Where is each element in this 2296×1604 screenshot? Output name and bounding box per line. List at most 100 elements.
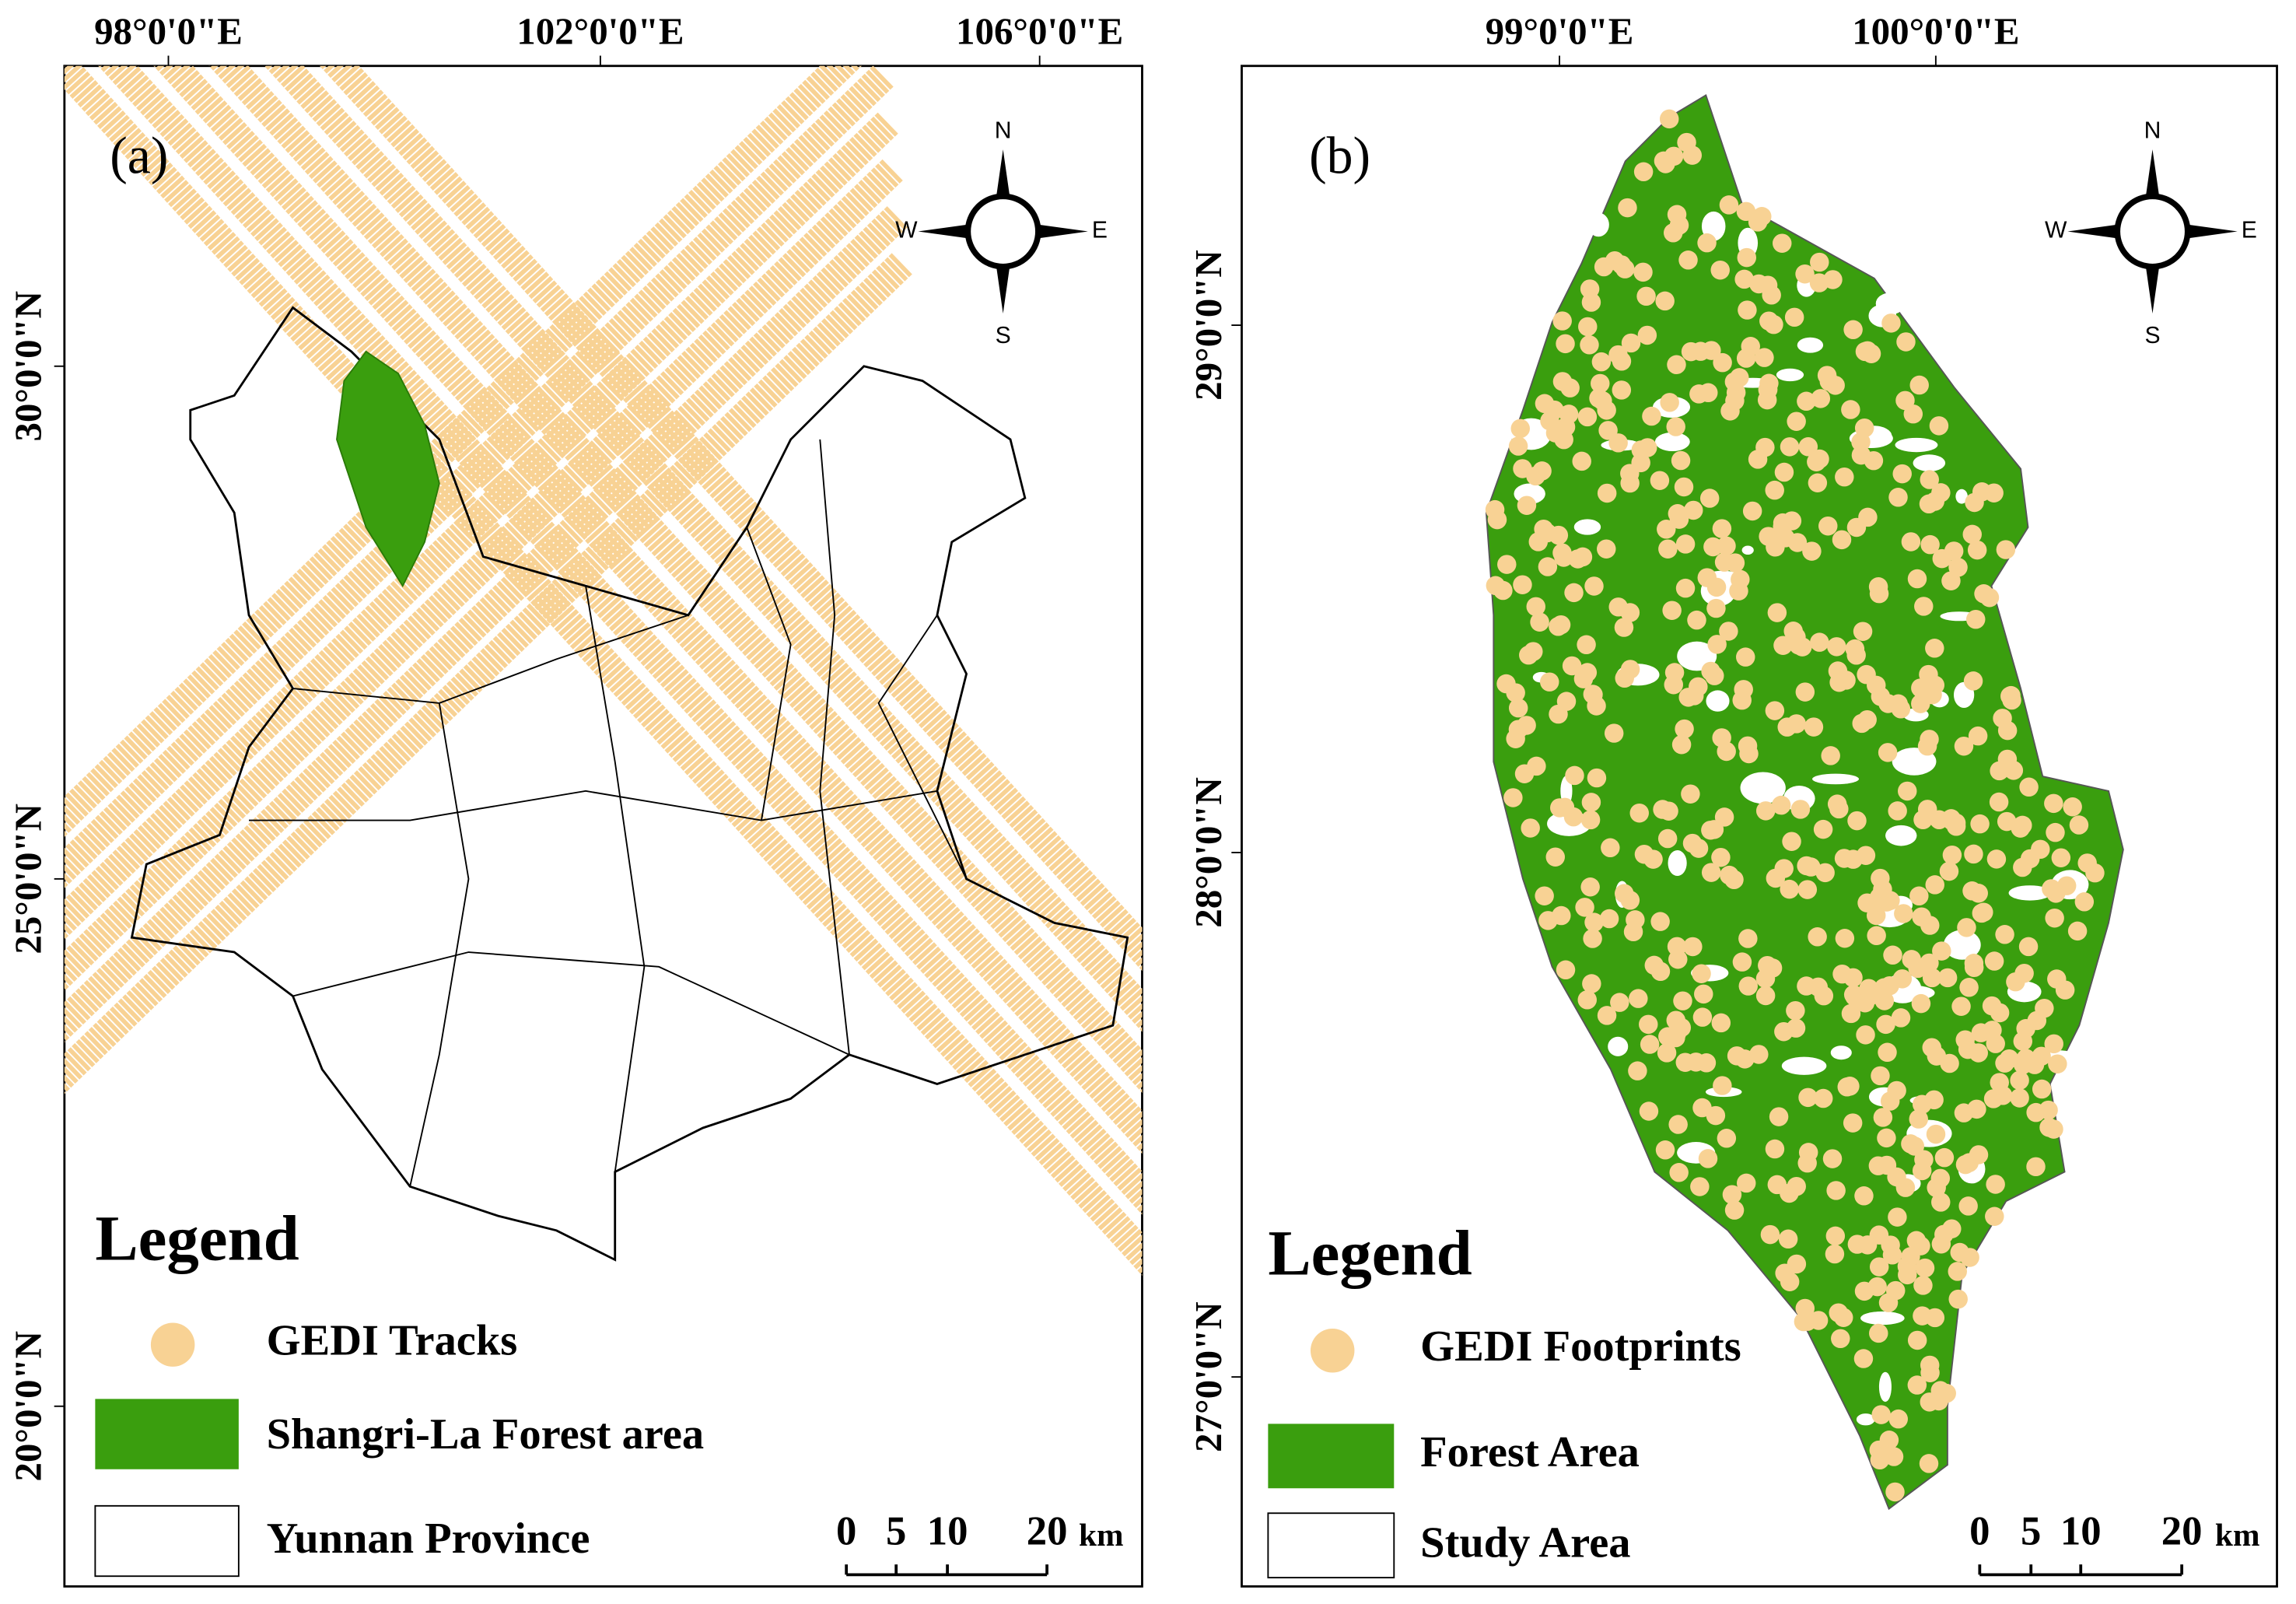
legend-symbol <box>1310 1328 1355 1373</box>
gedi-footprint <box>1741 337 1760 356</box>
latitude-label: 20°0'0"N <box>7 1331 50 1482</box>
gedi-footprint <box>1937 968 1958 988</box>
gedi-footprint <box>1932 941 1951 961</box>
gedi-footprint <box>2013 857 2032 877</box>
gedi-footprint <box>1712 519 1732 538</box>
gedi-footprint <box>1612 352 1632 371</box>
gedi-footprint <box>1554 548 1573 567</box>
non-forest-patch <box>1776 368 1804 382</box>
gedi-footprint <box>1827 637 1846 657</box>
gedi-footprint <box>1556 692 1577 711</box>
gedi-footprint <box>1780 1272 1800 1291</box>
gedi-footprint <box>1735 1049 1755 1069</box>
gedi-footprint <box>2074 892 2095 912</box>
gedi-footprint <box>1767 603 1787 622</box>
gedi-footprint <box>1692 1007 1713 1027</box>
gedi-footprint <box>1684 500 1703 520</box>
non-forest-patch <box>2008 885 2052 901</box>
gedi-footprint <box>1922 1038 1941 1057</box>
gedi-footprint <box>1666 417 1685 436</box>
gedi-footprint <box>1732 952 1752 972</box>
gedi-footprint <box>1660 393 1679 412</box>
scale-label: 20 <box>2161 1509 2203 1554</box>
district-boundary <box>292 615 689 704</box>
legend-symbol <box>94 1504 240 1578</box>
gedi-footprint <box>1575 898 1594 917</box>
panel-label: (a) <box>110 127 168 185</box>
longitude-label: 99°0'0"E <box>1486 9 1634 52</box>
gedi-footprint <box>1787 1254 1807 1274</box>
gedi-footprint <box>1526 597 1545 617</box>
gedi-footprint <box>1853 622 1873 641</box>
gedi-footprint <box>1706 598 1726 618</box>
gedi-footprint <box>1662 601 1682 620</box>
gedi-footprint <box>1690 1177 1710 1196</box>
gedi-footprint <box>1583 685 1603 704</box>
gedi-footprint <box>1954 736 1974 756</box>
gedi-footprint <box>1996 540 2016 559</box>
gedi-footprint <box>1920 1363 1940 1382</box>
gedi-footprint <box>1572 451 1591 471</box>
gedi-footprint <box>1568 549 1587 569</box>
gedi-footprint <box>1668 504 1688 524</box>
gedi-footprint <box>1878 694 1898 713</box>
gedi-footprint <box>1671 450 1691 471</box>
gedi-footprint <box>1678 250 1698 270</box>
gedi-footprint <box>1732 690 1752 710</box>
gedi-footprint <box>1675 578 1696 598</box>
gedi-footprint <box>1742 501 1762 521</box>
non-forest-patch <box>1860 1311 1905 1326</box>
gedi-footprint <box>1597 539 1616 559</box>
legend-title: Legend <box>1268 1217 1472 1288</box>
gedi-footprint <box>1986 849 2007 869</box>
gedi-footprint <box>1901 532 1921 552</box>
gedi-track <box>153 65 1143 1154</box>
gedi-footprint <box>1762 958 1783 978</box>
gedi-footprint <box>1867 675 1886 695</box>
gedi-footprint <box>1681 341 1701 362</box>
gedi-footprint <box>1860 986 1880 1006</box>
gedi-footprint <box>1942 845 1962 865</box>
gedi-footprint <box>1835 929 1855 948</box>
gedi-footprint <box>1540 411 1559 431</box>
gedi-footprint <box>1831 1329 1850 1349</box>
gedi-footprint <box>1755 801 1776 821</box>
gedi-footprint <box>1503 788 1523 807</box>
gedi-footprint <box>1545 847 1565 867</box>
gedi-footprint <box>1582 974 1601 993</box>
non-forest-patch <box>1943 930 1981 960</box>
gedi-footprint <box>1668 950 1688 969</box>
gedi-footprint <box>1854 1281 1874 1301</box>
gedi-track <box>64 112 898 940</box>
compass-ring <box>964 193 1041 270</box>
scale-label: 10 <box>2060 1509 2102 1554</box>
gedi-footprint <box>1843 320 1863 340</box>
non-forest-patch <box>1875 292 1906 315</box>
gedi-footprint <box>1832 530 1852 550</box>
gedi-footprint <box>1737 247 1757 268</box>
gedi-footprint <box>1957 918 1976 937</box>
gedi-footprint <box>1984 951 2004 971</box>
gedi-footprint <box>1599 909 1619 929</box>
gedi-footprint <box>1895 390 1915 411</box>
gedi-footprint <box>1986 1034 2005 1053</box>
gedi-footprint <box>1958 1039 1978 1059</box>
gedi-footprint <box>1835 467 1854 487</box>
gedi-footprint <box>1825 1226 1846 1246</box>
gedi-footprint <box>1562 656 1582 676</box>
legend-label: GEDI Tracks <box>267 1317 518 1365</box>
longitude-label: 102°0'0"E <box>516 9 684 52</box>
gedi-footprint <box>1699 489 1720 508</box>
gedi-footprint <box>1964 844 1983 864</box>
gedi-footprint <box>1972 903 1992 923</box>
legend-symbol <box>1268 1424 1395 1489</box>
gedi-footprint <box>1931 1192 1951 1212</box>
non-forest-patch <box>1740 772 1786 804</box>
gedi-footprint <box>1808 473 1828 492</box>
gedi-footprint <box>1888 1409 1908 1429</box>
gedi-footprint <box>1643 849 1663 869</box>
district-boundary <box>249 790 938 821</box>
gedi-footprint <box>1580 810 1601 830</box>
gedi-footprint <box>1990 1073 2009 1092</box>
gedi-footprint <box>1970 814 1990 834</box>
